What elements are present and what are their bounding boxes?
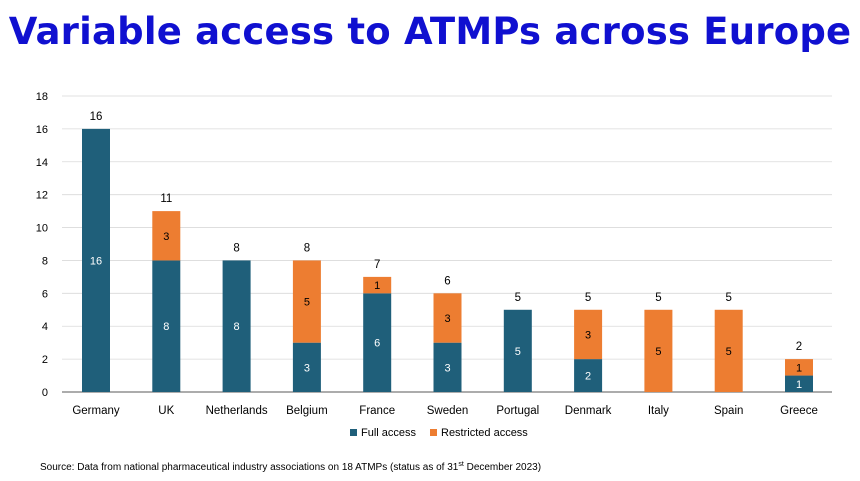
segment-value-label: 3 — [163, 231, 169, 243]
segment-value-label: 6 — [374, 338, 380, 350]
y-axis-ticks: 0 2 4 6 8 10 12 14 16 18 — [36, 91, 48, 399]
y-tick-label: 4 — [42, 321, 48, 333]
x-tick-label: Germany — [72, 405, 120, 417]
bar-full-access — [152, 260, 181, 392]
source-superscript: st — [458, 461, 464, 468]
segment-value-label: 5 — [515, 346, 521, 358]
total-value-label: 7 — [374, 259, 380, 271]
bar-restricted-access — [714, 309, 743, 392]
x-tick-label: Denmark — [565, 405, 612, 417]
bar-restricted-access — [574, 309, 603, 360]
total-value-label: 8 — [304, 242, 310, 254]
total-value-label: 11 — [160, 193, 172, 205]
segment-value-label: 2 — [585, 371, 591, 383]
x-tick-label: Greece — [780, 405, 818, 417]
y-tick-label: 12 — [36, 190, 48, 202]
x-tick-label: Belgium — [286, 405, 328, 417]
y-tick-label: 6 — [42, 288, 48, 300]
source-prefix: Source: Data from national pharmaceutica… — [40, 462, 459, 473]
total-value-label: 2 — [796, 341, 802, 353]
x-tick-label: Sweden — [427, 405, 469, 417]
x-axis-ticks: Germany UK Netherlands Belgium France Sweden P… — [72, 405, 818, 417]
y-tick-label: 18 — [36, 91, 48, 103]
legend-label-full: Full access — [361, 427, 417, 439]
segment-value-label: 3 — [444, 313, 450, 325]
total-value-label: 6 — [444, 275, 450, 287]
x-tick-label: UK — [158, 405, 174, 417]
x-tick-label: France — [359, 405, 395, 417]
segment-value-label: 1 — [374, 280, 380, 292]
x-tick-label: Spain — [714, 405, 743, 417]
legend-label-restricted: Restricted access — [441, 427, 528, 439]
total-value-label: 5 — [725, 292, 731, 304]
segment-value-label: 5 — [726, 346, 732, 358]
legend-swatch-restricted — [430, 429, 437, 436]
y-tick-label: 14 — [36, 157, 48, 169]
x-tick-label: Netherlands — [206, 405, 268, 417]
y-tick-label: 8 — [42, 255, 48, 267]
segment-value-label: 1 — [796, 379, 802, 391]
bar-full-access — [574, 359, 603, 392]
bar-restricted-access — [292, 260, 321, 343]
bar-restricted-access — [363, 276, 392, 294]
bars — [82, 128, 813, 392]
total-value-label: 16 — [90, 111, 103, 123]
total-value-label: 5 — [655, 292, 661, 304]
source-note: Source: Data from national pharmaceutica… — [40, 461, 541, 473]
bar-full-access — [222, 260, 251, 392]
legend: Full access Restricted access — [350, 427, 528, 439]
total-value-label: 5 — [515, 292, 521, 304]
segment-value-label: 3 — [304, 362, 310, 374]
y-tick-label: 10 — [36, 223, 48, 235]
chart-title: Variable access to ATMPs across Europe — [8, 10, 852, 53]
bar-restricted-access — [433, 293, 462, 343]
x-tick-label: Italy — [648, 405, 669, 417]
total-value-label: 5 — [585, 292, 591, 304]
segment-value-label: 3 — [585, 329, 591, 341]
bar-restricted-access — [644, 309, 673, 392]
bar-full-access — [503, 309, 532, 392]
segment-value-label: 5 — [304, 297, 310, 309]
segment-labels: 16 8 3 8 3 5 6 1 3 3 5 2 3 5 5 1 1 — [90, 231, 802, 391]
segment-value-label: 8 — [234, 321, 240, 333]
y-tick-label: 0 — [42, 387, 48, 399]
bar-full-access — [292, 342, 321, 392]
y-tick-label: 16 — [36, 124, 48, 136]
bar-full-access — [363, 293, 392, 392]
bar-restricted-access — [152, 211, 181, 261]
total-value-label: 8 — [233, 242, 239, 254]
bar-full-access — [82, 128, 110, 392]
x-tick-label: Portugal — [496, 405, 539, 417]
segment-value-label: 3 — [444, 362, 450, 374]
y-tick-label: 2 — [42, 354, 48, 366]
bar-full-access — [433, 342, 462, 392]
segment-value-label: 5 — [655, 346, 661, 358]
segment-value-label: 1 — [796, 362, 802, 374]
bar-full-access — [785, 375, 813, 392]
segment-value-label: 16 — [90, 255, 102, 267]
bar-restricted-access — [785, 359, 813, 376]
source-suffix: December 2023) — [463, 462, 542, 473]
segment-value-label: 8 — [163, 321, 169, 333]
legend-swatch-full — [350, 429, 357, 436]
